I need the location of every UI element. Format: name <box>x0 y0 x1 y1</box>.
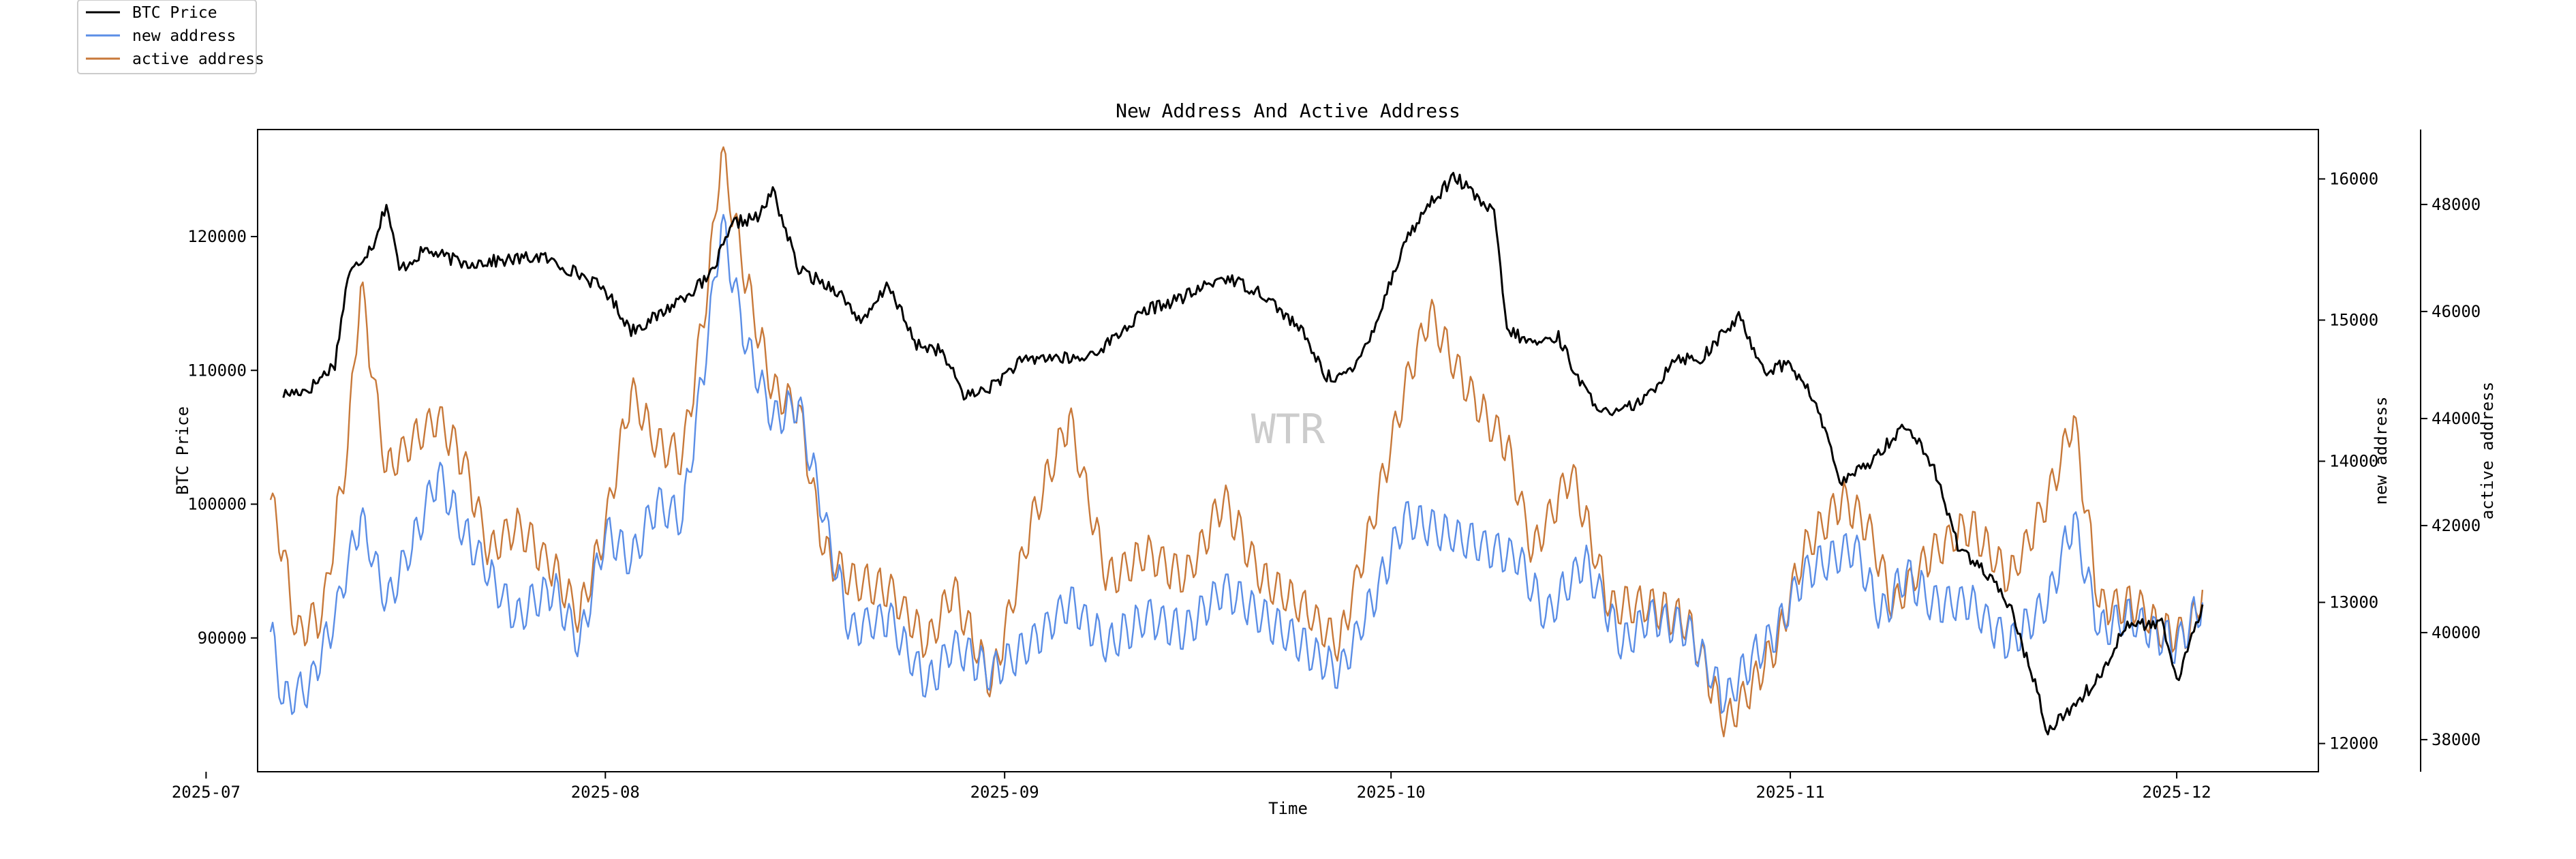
x-axis-label: Time <box>1268 799 1308 818</box>
new-address-tick-label: 12000 <box>2329 734 2378 753</box>
new-address-tick-label: 16000 <box>2329 169 2378 188</box>
btc-price-tick-label: 90000 <box>198 629 247 648</box>
new-address-tick-label: 15000 <box>2329 310 2378 329</box>
new-address-tick-label: 14000 <box>2329 452 2378 471</box>
active-address-tick-label: 46000 <box>2432 302 2481 321</box>
x-tick-label: 2025-07 <box>172 783 241 802</box>
btc-price-tick-label: 100000 <box>187 495 247 514</box>
series-line-new-address <box>269 213 2204 715</box>
active-address-tick-label: 42000 <box>2432 516 2481 535</box>
series-layer <box>269 146 2204 738</box>
x-tick-label: 2025-09 <box>970 783 1039 802</box>
plot-area-frame <box>257 129 2319 772</box>
new-address-tick-label: 13000 <box>2329 593 2378 612</box>
active-address-axis-label: active address <box>2478 382 2497 519</box>
x-axis-ticks: 2025-07 2025-08 2025-09 2025-10 2025-11 2025-… <box>172 772 2211 802</box>
series-line-active-address <box>269 146 2204 738</box>
btc-price-tick-label: 120000 <box>187 227 247 246</box>
legend-label-active-address: active address <box>132 50 264 68</box>
y-axes-ticks: 90000 100000 110000 120000 12000 13000 14000 15… <box>187 169 2481 753</box>
x-tick-label: 2025-11 <box>1756 783 1825 802</box>
active-address-tick-label: 44000 <box>2432 409 2481 428</box>
legend: BTC Price new address active address <box>77 0 264 74</box>
btc-price-axis-label: BTC Price <box>173 406 192 495</box>
active-address-tick-label: 38000 <box>2432 730 2481 749</box>
btc-price-tick-label: 110000 <box>187 361 247 380</box>
legend-label-btc-price: BTC Price <box>132 4 217 22</box>
x-tick-label: 2025-10 <box>1357 783 1426 802</box>
active-address-tick-label: 48000 <box>2432 195 2481 214</box>
legend-box <box>77 0 257 74</box>
legend-label-new-address: new address <box>132 27 236 45</box>
x-tick-label: 2025-08 <box>571 783 640 802</box>
series-line-btc-price <box>282 172 2204 736</box>
x-tick-label: 2025-12 <box>2143 783 2211 802</box>
chart-title: New Address And Active Address <box>1116 100 1460 122</box>
active-address-tick-label: 40000 <box>2432 623 2481 642</box>
new-address-axis-label: new address <box>2372 397 2391 505</box>
watermark: WTR <box>1251 406 1325 453</box>
